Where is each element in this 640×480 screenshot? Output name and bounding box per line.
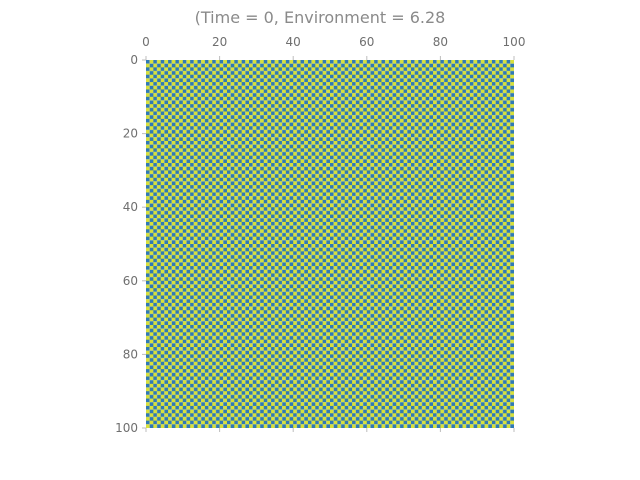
x-tick-label: 40 <box>286 35 301 49</box>
y-tick-label: 40 <box>123 200 138 214</box>
x-tick-label: 80 <box>433 35 448 49</box>
x-axis-ticks: 0 20 40 60 80 100 <box>142 35 525 432</box>
x-tick-label: 20 <box>212 35 227 49</box>
x-tick-label: 0 <box>142 35 150 49</box>
y-tick-label: 100 <box>115 421 138 435</box>
x-tick-label: 100 <box>503 35 526 49</box>
chart-title: (Time = 0, Environment = 6.28 <box>195 8 446 27</box>
y-tick-label: 20 <box>123 127 138 141</box>
y-tick-label: 0 <box>130 53 138 67</box>
y-tick-label: 60 <box>123 274 138 288</box>
y-tick-label: 80 <box>123 347 138 361</box>
heatmap-plot-area <box>146 60 514 428</box>
y-axis-ticks: 0 20 40 60 80 100 <box>115 53 146 435</box>
x-tick-label: 60 <box>359 35 374 49</box>
